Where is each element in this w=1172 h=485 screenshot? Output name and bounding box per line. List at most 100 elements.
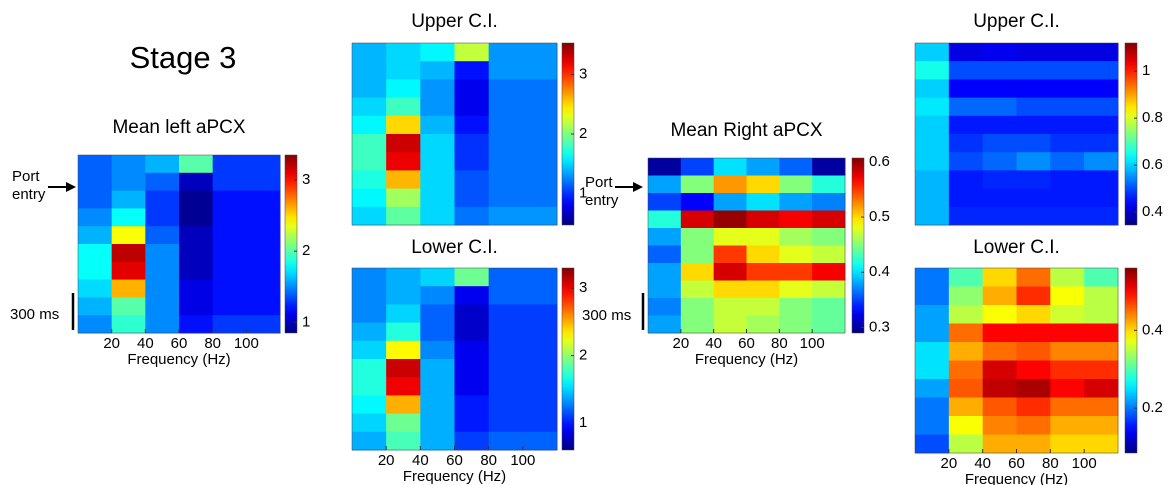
heatmap-cell [648, 280, 682, 299]
heatmap-cell [1050, 268, 1085, 287]
scale-bar-label: 300 ms [582, 307, 631, 324]
colorbar-tick-label: 0.4 [1142, 321, 1163, 338]
heatmap-cell [454, 206, 490, 226]
x-tick-label: 20 [103, 335, 120, 352]
heatmap-cell [1050, 323, 1085, 343]
heatmap-cell [915, 434, 950, 454]
heatmap-cell [522, 170, 558, 190]
heatmap-cell [522, 115, 558, 135]
heatmap-cell [212, 226, 247, 245]
heatmap-cell [488, 340, 524, 360]
colorbar-tick-label: 3 [579, 279, 587, 296]
heatmap-cell [1016, 434, 1051, 454]
heatmap-cell [812, 245, 846, 264]
heatmap-cell [246, 244, 281, 263]
heatmap-cell [522, 152, 558, 171]
heatmap-cell [488, 61, 524, 80]
heatmap-cell [522, 413, 558, 433]
heatmap-cell [1084, 286, 1119, 306]
heatmap-cell [1016, 61, 1051, 80]
heatmap-cell [488, 115, 524, 135]
heatmap-cell [522, 43, 558, 62]
heatmap-cell [352, 286, 387, 305]
port-entry-arrowhead [633, 182, 643, 192]
heatmap-cell [386, 61, 421, 80]
heatmap-cell [1016, 342, 1051, 361]
heatmap-cell [454, 431, 490, 451]
heatmap-cell [915, 268, 950, 287]
heatmap-cell [915, 115, 950, 135]
heatmap-cell [352, 206, 387, 226]
heatmap-cell [454, 188, 490, 208]
heatmap-cell [779, 175, 813, 194]
plot-frame [351, 42, 558, 226]
heatmap-cell [352, 43, 387, 62]
heatmap-cell [386, 413, 421, 433]
port-entry-label: Port [12, 168, 40, 185]
heatmap-cell [948, 61, 984, 80]
heatmap-cell [179, 155, 214, 174]
heatmap-cell [522, 359, 558, 378]
heatmap-cell [648, 193, 682, 211]
heatmap-cell [246, 172, 281, 192]
x-tick-label: 60 [1008, 455, 1025, 472]
colorbar [284, 154, 298, 334]
heatmap-cell [386, 115, 421, 135]
heatmap-cell [420, 79, 455, 99]
heatmap-cell [352, 431, 387, 451]
heatmap-cell [680, 228, 715, 246]
heatmap-cell [915, 206, 950, 226]
heatmap-cell [915, 43, 950, 62]
x-axis-label: Frequency (Hz) [695, 351, 798, 368]
heatmap-cell [78, 226, 113, 245]
colorbar-tick-label: 0.4 [869, 263, 890, 280]
chart-title: Mean left aPCX [112, 117, 245, 138]
heatmap-cell [746, 193, 780, 211]
heatmap-cell [246, 190, 281, 209]
heatmap-cell [78, 297, 113, 316]
heatmap-cell [982, 115, 1017, 135]
heatmap-cell [212, 315, 247, 334]
heatmap-cell [948, 134, 984, 153]
heatmap-cell [915, 397, 950, 417]
heatmap-cell [648, 228, 682, 246]
x-tick-label: 80 [204, 335, 221, 352]
heatmap-cell [948, 305, 984, 324]
heatmap-cell [713, 210, 747, 229]
heatmap-cell [386, 206, 421, 226]
heatmap-cell [812, 228, 846, 246]
heatmap-cell [386, 322, 421, 342]
heatmap-cell [522, 340, 558, 360]
heatmap-cell [352, 115, 387, 135]
colorbar-tick-label: 1 [579, 184, 587, 201]
heatmap-cell [1016, 188, 1051, 208]
heatmap-cell [915, 360, 950, 380]
x-tick-label: 60 [171, 335, 188, 352]
heatmap-cell [111, 155, 146, 174]
heatmap-cell [779, 210, 813, 229]
heatmap-cell [1050, 379, 1085, 398]
heatmap-cell [386, 359, 421, 378]
heatmap-cell [522, 79, 558, 99]
colorbar-tick-label: 0.2 [1142, 399, 1163, 416]
heatmap-cell [1084, 268, 1119, 287]
heatmap-cell [1016, 79, 1051, 99]
heatmap-cell [454, 97, 490, 117]
x-tick-label: 100 [510, 452, 535, 469]
heatmap-cell [812, 280, 846, 299]
heatmap-cell [746, 175, 780, 194]
x-tick-label: 60 [446, 452, 463, 469]
heatmap-cell [915, 416, 950, 435]
heatmap-cell [1084, 43, 1119, 62]
heatmap-cell [246, 208, 281, 227]
heatmap-cell [420, 304, 455, 324]
heatmap-cell [386, 188, 421, 208]
heatmap-cell [352, 340, 387, 360]
heatmap-cell [812, 193, 846, 211]
heatmap-cell [1084, 416, 1119, 435]
heatmap-cell [982, 342, 1017, 361]
heatmap-cell [145, 279, 180, 298]
port-entry-label: entry [585, 192, 619, 209]
